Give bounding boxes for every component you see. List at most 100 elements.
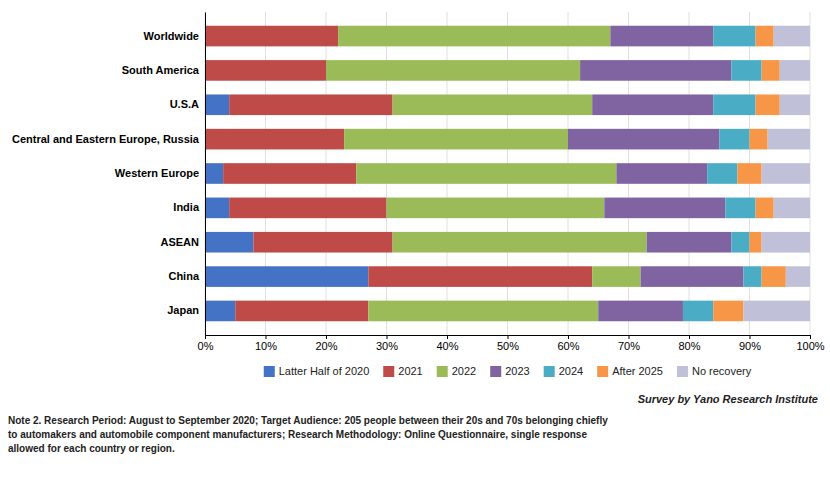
annotation-line: allowed for each country or region.	[8, 443, 175, 454]
legend-swatch	[437, 366, 448, 377]
tick-mark	[205, 335, 206, 339]
tick-label: 90%	[739, 340, 761, 352]
bar	[368, 301, 598, 322]
tick-label: 60%	[557, 340, 579, 352]
bar	[725, 198, 755, 219]
bar	[713, 26, 755, 47]
bar	[780, 60, 810, 81]
bar	[647, 232, 732, 253]
tick-mark	[447, 335, 448, 339]
tick: 30%	[376, 335, 398, 352]
legend-swatch	[597, 366, 608, 377]
bar	[641, 266, 744, 287]
bar	[205, 163, 223, 184]
tick: 10%	[255, 335, 277, 352]
tick: South America	[122, 64, 200, 76]
bar	[205, 94, 229, 115]
bar	[762, 163, 810, 184]
bar	[253, 232, 392, 253]
legend-label: 2024	[559, 365, 583, 377]
tick: Central and Eastern Europe, Russia	[12, 133, 200, 145]
tick-mark	[387, 335, 388, 339]
tick-mark	[568, 335, 569, 339]
legend-item: 2021	[383, 365, 422, 377]
legend-item: Latter Half of 2020	[264, 365, 370, 377]
tick-label: U.S.A	[170, 98, 199, 110]
bar	[713, 94, 755, 115]
grid-line	[205, 12, 206, 335]
tick-label: ASEAN	[160, 236, 199, 248]
bar	[731, 60, 761, 81]
tick-mark	[750, 335, 751, 339]
tick-label: 100%	[796, 340, 824, 352]
bar	[223, 163, 356, 184]
series	[743, 26, 810, 322]
tick: Western Europe	[115, 167, 199, 179]
tick-mark	[266, 335, 267, 339]
bar	[774, 198, 810, 219]
bar	[750, 129, 768, 150]
tick: 40%	[436, 335, 458, 352]
annotation: Survey by Yano Research Institute	[638, 393, 818, 405]
legend-item: No recovery	[677, 365, 752, 377]
bar	[580, 60, 731, 81]
bar	[393, 94, 593, 115]
bar	[616, 163, 707, 184]
tick-label: China	[168, 270, 199, 282]
tick: Japan	[167, 304, 199, 316]
tick-label: 80%	[678, 340, 700, 352]
tick: China	[168, 270, 199, 282]
bar	[387, 198, 605, 219]
x-axis: 0%10%20%30%40%50%60%70%80%90%100%	[198, 335, 825, 352]
bar	[205, 198, 229, 219]
bar	[205, 266, 368, 287]
bar	[338, 26, 610, 47]
annotation-line: to automakers and automobile component m…	[8, 429, 587, 440]
tick: U.S.A	[170, 98, 199, 110]
tick-label: 20%	[315, 340, 337, 352]
series	[683, 26, 762, 322]
bar	[604, 198, 725, 219]
bar	[205, 129, 344, 150]
legend-item: After 2025	[597, 365, 663, 377]
bar	[713, 301, 743, 322]
tick-label: 30%	[376, 340, 398, 352]
grid	[205, 12, 810, 335]
tick-label: Worldwide	[144, 30, 199, 42]
chart: 0%10%20%30%40%50%60%70%80%90%100%JapanCh…	[0, 0, 830, 499]
tick: 0%	[198, 335, 214, 352]
tick-mark	[689, 335, 690, 339]
bar	[368, 266, 592, 287]
tick-mark	[810, 335, 811, 339]
legend-swatch	[544, 366, 555, 377]
tick: 100%	[796, 335, 824, 352]
tick: 50%	[497, 335, 519, 352]
legend-item: 2024	[544, 365, 583, 377]
tick-label: Japan	[167, 304, 199, 316]
bars	[205, 26, 810, 322]
legend-swatch	[490, 366, 501, 377]
bar	[205, 232, 253, 253]
bar	[762, 266, 786, 287]
tick-label: 50%	[497, 340, 519, 352]
tick-label: Western Europe	[115, 167, 199, 179]
bar	[750, 232, 762, 253]
legend-item: 2022	[437, 365, 476, 377]
tick-label: India	[173, 201, 200, 213]
bar	[756, 94, 780, 115]
legend-swatch	[383, 366, 394, 377]
tick-label: 10%	[255, 340, 277, 352]
bar	[768, 129, 810, 150]
tick-mark	[629, 335, 630, 339]
legend-label: Latter Half of 2020	[279, 365, 370, 377]
bar	[756, 26, 774, 47]
bar	[743, 301, 810, 322]
bar	[719, 129, 749, 150]
bar	[356, 163, 616, 184]
legend: Latter Half of 20202021202220232024After…	[264, 365, 752, 377]
tick-label: Central and Eastern Europe, Russia	[12, 133, 200, 145]
bar	[229, 198, 386, 219]
bar	[780, 94, 810, 115]
tick: Worldwide	[144, 30, 199, 42]
axis-line	[205, 13, 206, 336]
